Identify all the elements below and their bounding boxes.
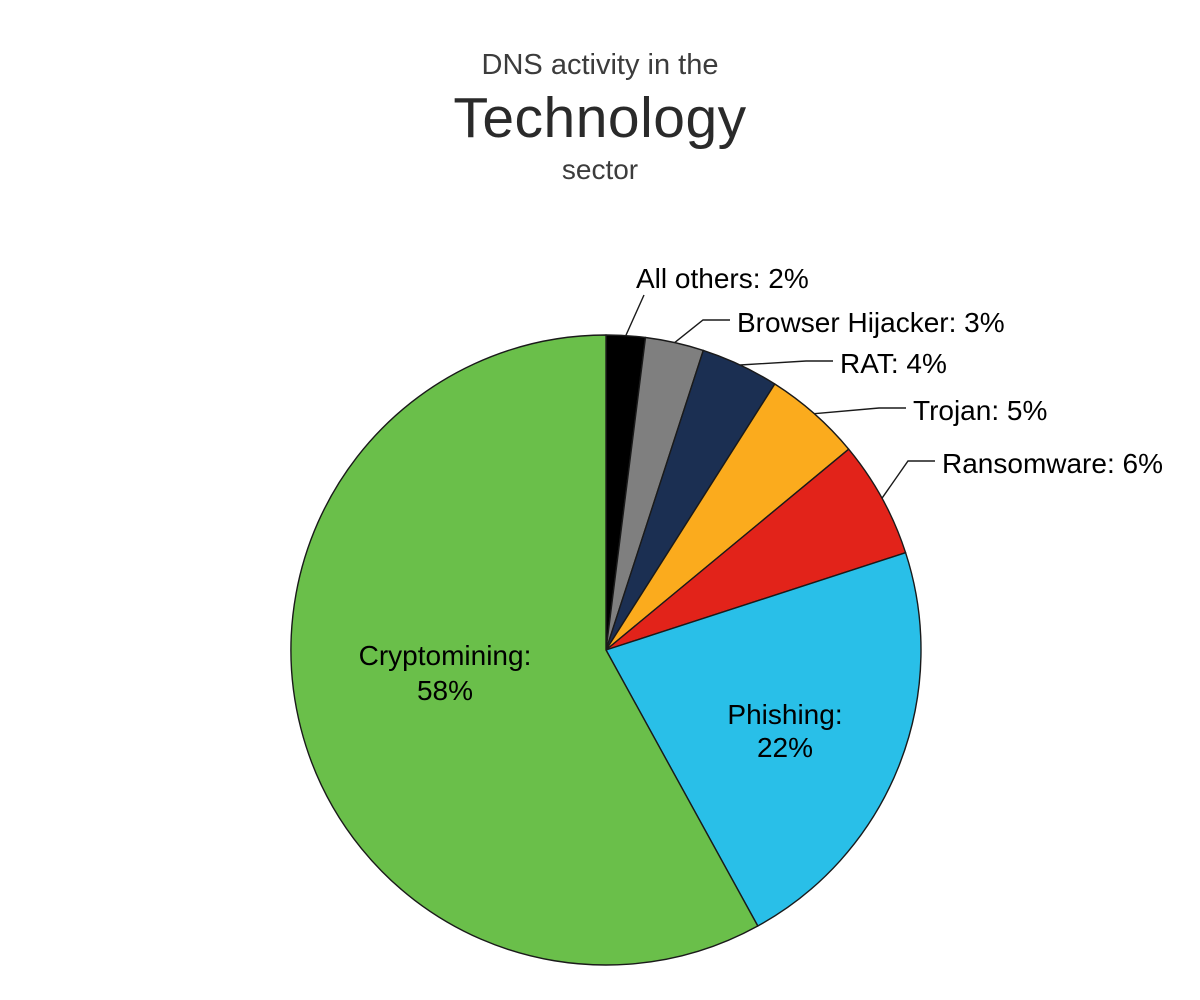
leader-line-rat [740, 360, 833, 366]
leader-line-all-others [625, 294, 645, 336]
pie-slice-phishing [605, 552, 922, 927]
slice-label-ransomware: Ransomware: 6% [942, 448, 1163, 479]
leader-line-browser-hijacker [674, 319, 730, 344]
slice-label-cryptomining: Cryptomining: 58% [359, 640, 532, 706]
slice-label-all-others: All others: 2% [636, 263, 809, 294]
leader-line-trojan [814, 407, 906, 415]
slice-label-phishing: Phishing: 22% [727, 699, 842, 763]
pie-slice-ransomware [605, 448, 907, 651]
pie-slice-cryptomining [290, 334, 759, 966]
leader-line-ransomware [881, 460, 935, 499]
slice-label-browser-hijacker: Browser Hijacker: 3% [737, 307, 1005, 338]
slice-label-trojan: Trojan: 5% [913, 395, 1047, 426]
slice-label-rat: RAT: 4% [840, 348, 947, 379]
